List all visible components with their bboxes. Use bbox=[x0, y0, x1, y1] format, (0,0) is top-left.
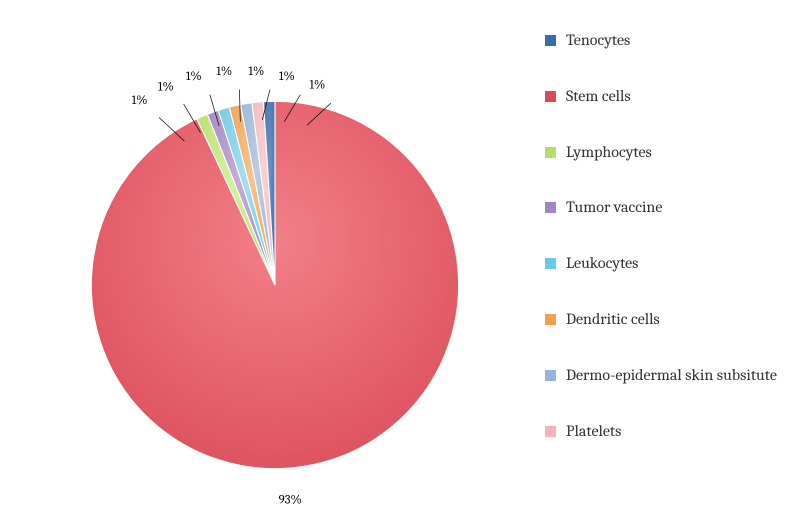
legend-swatch bbox=[545, 370, 556, 381]
legend-swatch bbox=[545, 426, 556, 437]
legend-swatch bbox=[545, 202, 556, 213]
pie-chart-container: 93% 1% 1% 1% 1% 1% 1% 1% bbox=[20, 10, 520, 517]
legend-item: Dermo-epidermal skin subsitute bbox=[545, 365, 795, 386]
legend-swatch bbox=[545, 147, 556, 158]
legend-label: Lymphocytes bbox=[566, 142, 652, 163]
legend-label: Dermo-epidermal skin subsitute bbox=[566, 365, 777, 386]
legend: Tenocytes Stem cells Lymphocytes Tumor vacc… bbox=[545, 30, 795, 476]
legend-item: Leukocytes bbox=[545, 253, 795, 274]
legend-label: Tenocytes bbox=[566, 30, 630, 51]
legend-item: Dendritic cells bbox=[545, 309, 795, 330]
data-label: 1% bbox=[279, 70, 295, 84]
legend-item: Lymphocytes bbox=[545, 142, 795, 163]
pie-chart: 93% 1% 1% 1% 1% 1% 1% 1% bbox=[55, 65, 495, 505]
data-label: 93% bbox=[279, 493, 302, 505]
data-label: 1% bbox=[309, 79, 325, 93]
legend-item: Platelets bbox=[545, 421, 795, 442]
legend-swatch bbox=[545, 91, 556, 102]
data-label: 1% bbox=[132, 94, 148, 108]
legend-swatch bbox=[545, 314, 556, 325]
legend-label: Platelets bbox=[566, 421, 621, 442]
data-label: 1% bbox=[216, 65, 232, 79]
data-label: 1% bbox=[248, 65, 264, 79]
legend-label: Leukocytes bbox=[566, 253, 638, 274]
pie-svg: 93% 1% 1% 1% 1% 1% 1% 1% bbox=[55, 65, 495, 505]
legend-label: Tumor vaccine bbox=[566, 197, 662, 218]
legend-item: Tenocytes bbox=[545, 30, 795, 51]
legend-label: Dendritic cells bbox=[566, 309, 660, 330]
legend-swatch bbox=[545, 258, 556, 269]
data-label: 1% bbox=[186, 70, 202, 84]
legend-item: Stem cells bbox=[545, 86, 795, 107]
legend-swatch bbox=[545, 35, 556, 46]
legend-item: Tumor vaccine bbox=[545, 197, 795, 218]
data-label: 1% bbox=[158, 80, 174, 94]
legend-label: Stem cells bbox=[566, 86, 631, 107]
